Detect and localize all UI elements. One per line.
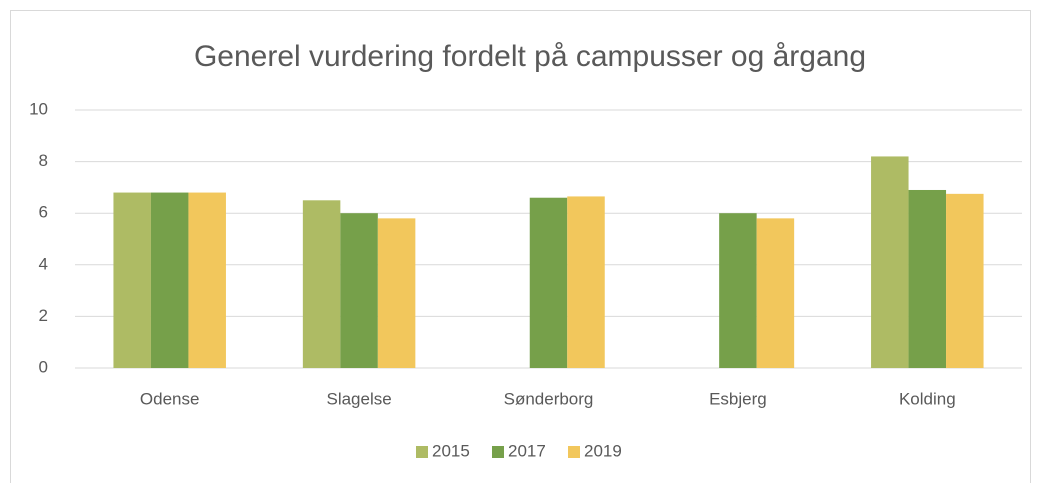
bar <box>756 218 795 368</box>
legend-swatch <box>416 446 428 458</box>
x-tick-label: Odense <box>140 389 200 408</box>
bar <box>113 192 151 368</box>
bar <box>719 213 757 368</box>
bar <box>946 193 984 368</box>
bar <box>871 156 909 368</box>
y-tick-label: 6 <box>39 203 48 222</box>
bar <box>150 192 189 368</box>
bar <box>567 196 605 368</box>
legend-label: 2015 <box>432 441 470 460</box>
bar <box>302 200 341 368</box>
x-tick-label: Esbjerg <box>709 389 767 408</box>
x-tick-label: Kolding <box>899 389 956 408</box>
legend-swatch <box>568 446 580 458</box>
legend-label: 2019 <box>584 441 622 460</box>
y-tick-label: 10 <box>29 99 48 118</box>
y-tick-label: 4 <box>39 254 48 273</box>
y-tick-label: 2 <box>39 306 48 325</box>
legend-label: 2017 <box>508 441 546 460</box>
y-tick-label: 8 <box>39 151 48 170</box>
chart-title: Generel vurdering fordelt på campusser o… <box>194 40 866 73</box>
bar <box>908 189 947 368</box>
legend-swatch <box>492 446 504 458</box>
bar <box>340 213 378 368</box>
y-tick-label: 0 <box>39 357 48 376</box>
x-tick-label: Sønderborg <box>504 389 594 408</box>
bar <box>377 218 416 368</box>
bar <box>188 192 226 368</box>
x-tick-label: Slagelse <box>326 389 391 408</box>
bar <box>529 197 568 368</box>
